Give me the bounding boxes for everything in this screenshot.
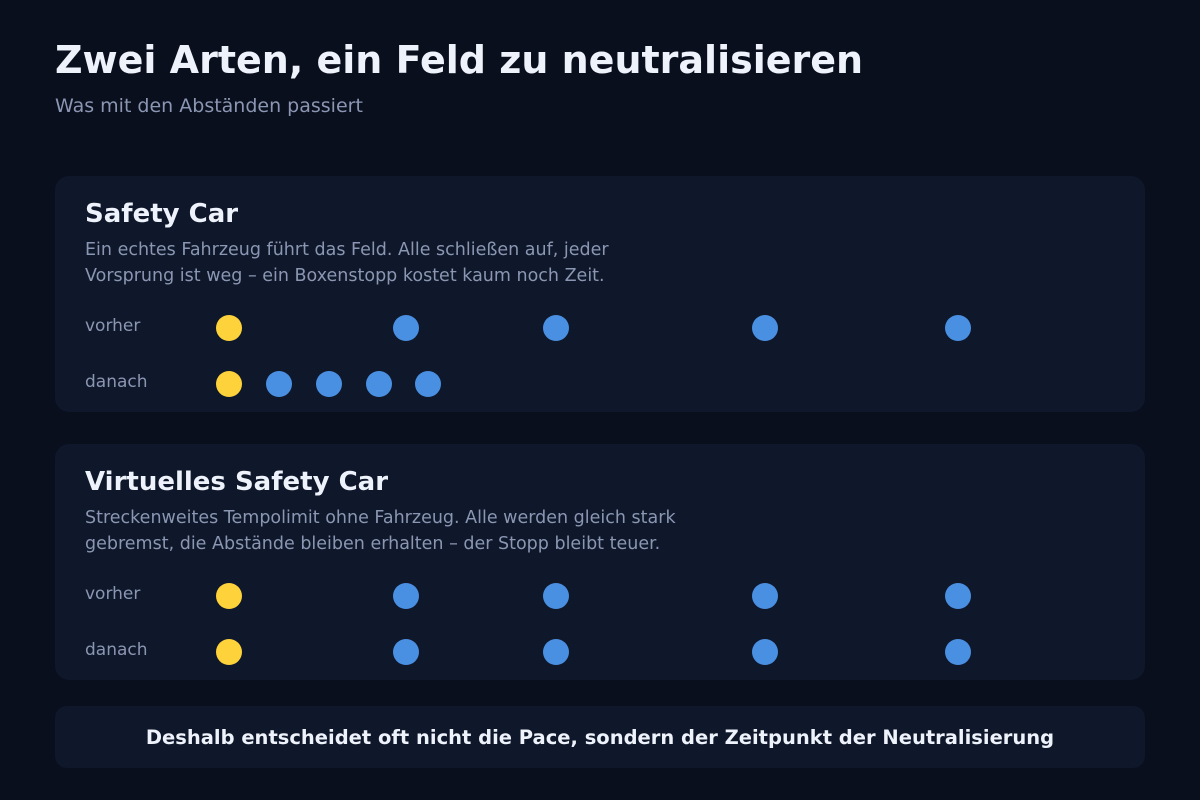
row-label-after: danach [85,372,148,392]
car-dot [945,583,972,609]
description-line: Streckenweites Tempolimit ohne Fahrzeug.… [85,508,676,528]
car-track-after [55,369,1145,399]
car-dot [945,639,972,665]
car-dot [752,583,779,609]
car-track-before [55,581,1145,611]
car-dot [945,315,972,341]
car-dot [316,371,343,397]
description-line: Vorsprung ist weg – ein Boxenstopp koste… [85,266,605,286]
safety-car-panel: Safety Car Ein echtes Fahrzeug führt das… [55,176,1145,412]
leader-car-dot [216,315,242,341]
car-dot [543,583,570,609]
leader-car-dot [216,583,242,609]
panel-title: Safety Car [85,199,239,229]
conclusion-text: Deshalb entscheidet oft nicht die Pace, … [145,725,1055,749]
car-dot [266,371,293,397]
car-dot [365,371,392,397]
description-line: Ein echtes Fahrzeug führt das Feld. Alle… [85,240,609,260]
row-label-before: vorher [85,584,141,604]
row-label-before: vorher [85,316,141,336]
conclusion-box: Deshalb entscheidet oft nicht die Pace, … [55,706,1145,768]
virtual-safety-car-panel: Virtuelles Safety Car Streckenweites Tem… [55,444,1145,680]
panel-description: Streckenweites Tempolimit ohne Fahrzeug.… [85,505,785,557]
car-track-after [55,637,1145,667]
description-line: gebremst, die Abstände bleiben erhalten … [85,534,661,554]
car-dot [392,639,419,665]
leader-car-dot [216,371,242,397]
page-subtitle: Was mit den Abständen passiert [55,95,363,117]
car-dot [392,315,419,341]
car-dot [543,639,570,665]
car-dot [415,371,442,397]
panel-title: Virtuelles Safety Car [85,467,389,497]
leader-car-dot [216,639,242,665]
car-dot [752,315,779,341]
row-label-after: danach [85,640,148,660]
car-dot [392,583,419,609]
panel-description: Ein echtes Fahrzeug führt das Feld. Alle… [85,237,785,289]
car-track-before [55,313,1145,343]
page-title: Zwei Arten, ein Feld zu neutralisieren [55,38,864,82]
car-dot [752,639,779,665]
car-dot [543,315,570,341]
